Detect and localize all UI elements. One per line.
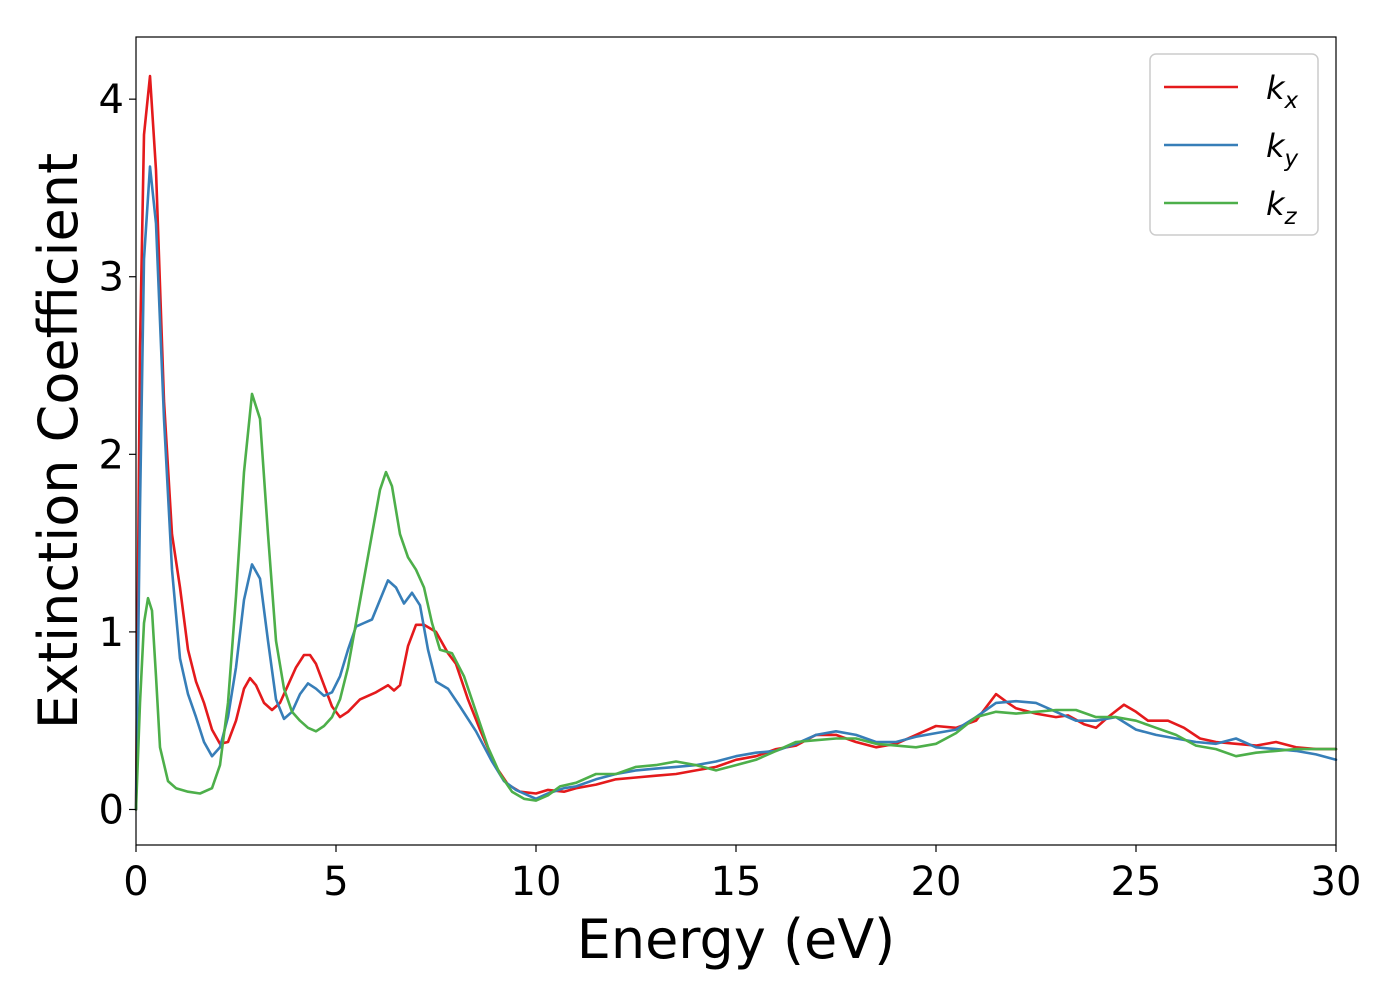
x-axis-title: Energy (eV) — [577, 908, 896, 971]
x-tick-label: 5 — [323, 859, 348, 905]
legend-label-base: k — [1266, 69, 1286, 107]
y-tick-label: 1 — [99, 610, 124, 656]
y-tick-label: 4 — [99, 77, 124, 123]
legend-label-subscript: z — [1284, 204, 1298, 230]
y-axis: 0 1 2 3 4 — [99, 77, 136, 833]
x-tick-label: 15 — [711, 859, 762, 905]
x-tick-label: 20 — [911, 859, 962, 905]
x-tick-label: 10 — [511, 859, 562, 905]
x-tick-label: 0 — [123, 859, 148, 905]
y-tick-label: 0 — [99, 787, 124, 833]
y-tick-label: 2 — [99, 432, 124, 478]
x-tick-label: 25 — [1111, 859, 1162, 905]
series-line-kz — [134, 392, 1338, 811]
legend-label-kz: kz — [1266, 185, 1298, 230]
y-tick-label: 3 — [99, 255, 124, 301]
x-axis: 0 5 10 15 20 25 30 — [123, 845, 1361, 905]
x-tick-label: 30 — [1311, 859, 1362, 905]
legend-label-subscript: x — [1284, 88, 1299, 114]
legend-label-kx: kx — [1266, 69, 1299, 114]
legend-label-base: k — [1266, 127, 1286, 165]
legend-label-ky: ky — [1266, 127, 1299, 172]
y-axis-title: Extinction Coefficient — [27, 153, 90, 729]
legend-label-subscript: y — [1284, 146, 1299, 172]
series-layer — [134, 74, 1338, 811]
series-line-kx — [134, 74, 1338, 811]
legend-label-base: k — [1266, 185, 1286, 223]
